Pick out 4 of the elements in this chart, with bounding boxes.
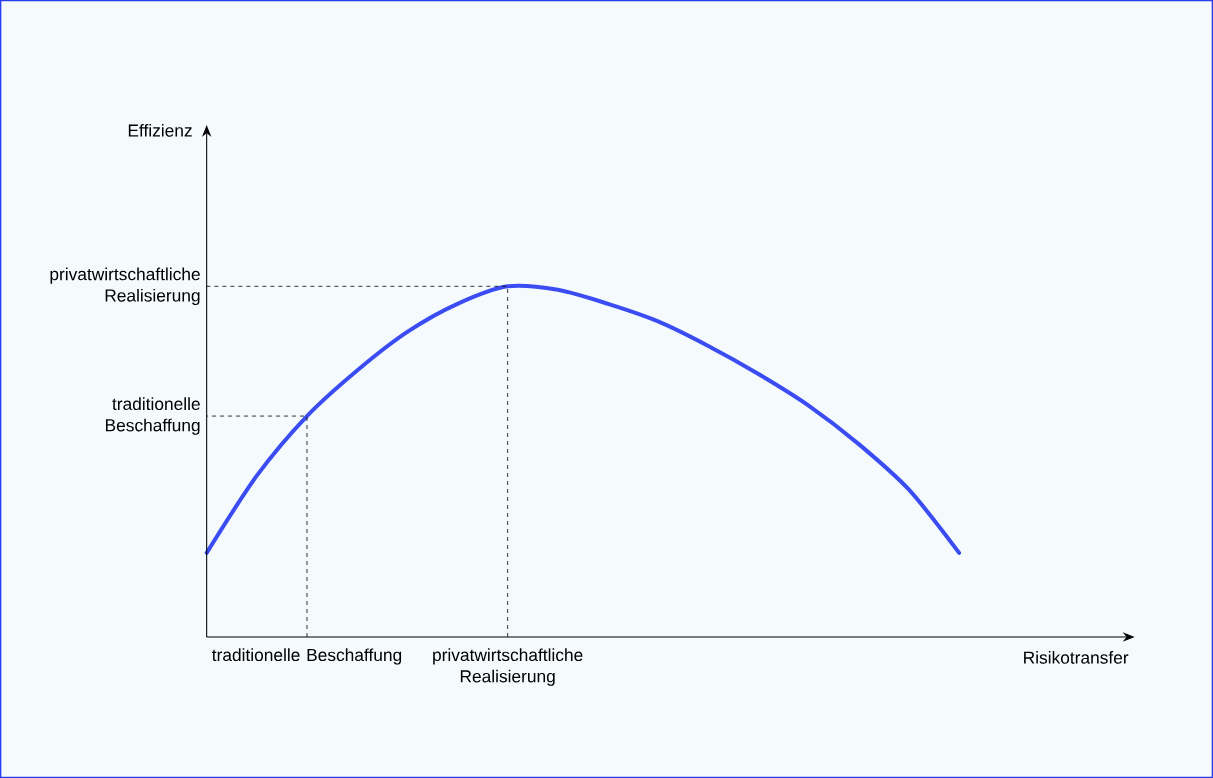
text: Effizienz [128,123,192,137]
annotation: privatwirtschaftliche Realisierung [50,267,200,306]
annotation: traditionelle Beschaffung [105,397,200,435]
x-axis-title: Risikotransfer [1024,651,1129,664]
